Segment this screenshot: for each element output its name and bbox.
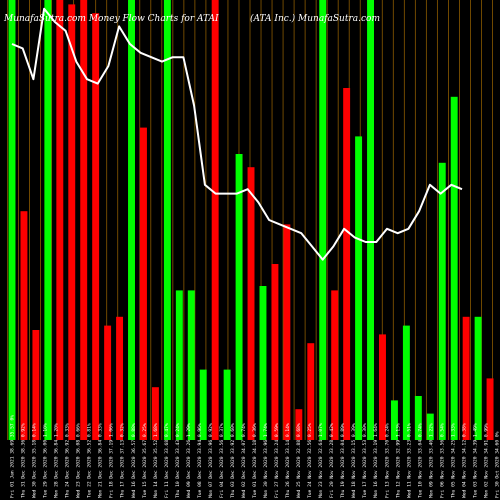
x-tick-label: Wed 09 Dec 2020 33.26 1.29%: [186, 423, 192, 498]
x-tick-label: Mon 21 Dec 2020 36.84 0.33%: [98, 423, 104, 498]
x-tick-label: Fri 20 Nov 2020 33.28 0.42%: [329, 423, 335, 498]
bar-down: [379, 334, 386, 440]
x-tick-label: Fri 01 Jan 2021 38.69 35.57 0%: [10, 415, 16, 498]
x-tick-label: Fri 27 Nov 2020 33.24 0.59%: [274, 423, 280, 498]
x-tick-label: Thu 05 Nov 2020 34.25 1.33%: [450, 423, 456, 498]
bar-up: [235, 154, 243, 440]
x-tick-label: Tue 01 Dec 2020 34.18 0.36%: [252, 423, 258, 498]
x-tick-label: Mon 16 Nov 2020 33.19 1.64%: [373, 423, 379, 498]
x-tick-label: Mon 23 Nov 2020 32.64 1.07%: [318, 423, 324, 498]
bar-up: [259, 286, 267, 440]
x-tick-label: Thu 17 Dec 2020 37.13 0.32%: [120, 423, 126, 498]
bar-up: [319, 0, 327, 440]
bar-down: [92, 13, 100, 440]
chart-title-left: MunafaSutra.com Money Flow Charts for AT…: [3, 14, 219, 24]
bar-series: [8, 0, 494, 441]
x-tick-label: Mon 28 Dec 2020 36.84 1.20%: [54, 423, 60, 498]
bar-down: [151, 387, 159, 440]
x-tick-label: Tue 17 Nov 2020 33.53 0.30%: [362, 423, 368, 498]
line-series: [11, 7, 463, 261]
x-tick-label: Wed 16 Dec 2020 36.57 0.88%: [131, 423, 137, 498]
x-tick-label: Thu 10 Dec 2020 33.43 0.24%: [175, 423, 181, 498]
bar-up: [450, 96, 458, 441]
x-tick-label: Fri 13 Nov 2020 33.70 0.24%: [384, 423, 390, 498]
bar-up: [44, 0, 52, 440]
x-tick-label: Thu 26 Nov 2020 33.14 0.14%: [285, 423, 291, 498]
bar-down: [211, 0, 219, 440]
bar-down: [271, 264, 279, 440]
x-tick-label: Tue 29 Dec 2020 36.00 1.10%: [43, 423, 49, 498]
x-tick-label: Wed 04 Nov 2020 34.12 0.38%: [461, 423, 467, 498]
bar-up: [390, 400, 398, 440]
bar-up: [355, 136, 363, 440]
x-tick-label: Mon 07 Dec 2020 33.96 0.92%: [208, 423, 214, 498]
bar-down: [32, 330, 40, 440]
bar-down: [68, 4, 76, 441]
x-tick-label: Fri 11 Dec 2020 33.68 0.47%: [164, 423, 170, 498]
bar-down: [486, 378, 494, 440]
x-tick-label: Wed 30 Dec 2020 35.18 0.14%: [32, 423, 38, 498]
bar-up: [128, 0, 135, 440]
money-flow-line: [11, 7, 463, 261]
x-tick-label: Tue 03 Nov 2020 34.39 1.49%: [472, 423, 478, 498]
bar-down: [104, 325, 112, 440]
x-tick-label: Thu 31 Dec 2020 38.36 0.92%: [21, 423, 27, 498]
chart-title-right: (ATA Inc.) MunafaSutra.com: [250, 13, 380, 24]
bar-down: [116, 316, 124, 440]
bar-up: [163, 0, 171, 440]
bar-down: [331, 290, 339, 440]
x-tick-label: Tue 08 Dec 2020 33.94 0.96%: [197, 423, 203, 498]
x-tick-labels: Fri 01 Jan 2021 38.69 35.57 0% Thu 31 Dec…: [10, 415, 500, 498]
x-tick-label: Mon 30 Nov 2020 33.96 1.74%: [263, 423, 269, 498]
bar-down: [343, 88, 351, 440]
bar-down: [20, 211, 28, 440]
x-tick-label: Fri 18 Dec 2020 37.19 1.06%: [109, 423, 115, 498]
x-tick-label: Fri 04 Dec 2020 33.56 0.37%: [219, 423, 225, 498]
x-tick-label: Thu 19 Nov 2020 33.04 0.89%: [340, 423, 346, 498]
bar-down: [80, 0, 88, 440]
bar-down: [56, 0, 64, 440]
x-tick-label: Wed 11 Nov 2020 33.23 0.51%: [406, 423, 412, 498]
x-tick-label: Thu 03 Dec 2020 33.92 0.60%: [230, 423, 236, 498]
x-tick-label: Tue 15 Dec 2020 35.67 0.25%: [142, 423, 148, 498]
x-tick-label: Tue 24 Nov 2020 32.56 0.25%: [307, 423, 313, 498]
x-tick-label: Mon 02 Nov 2020 34.91 0.99%: [484, 423, 490, 498]
x-tick-label: Fri 30 Oct 2020 34.60 0%: [495, 431, 500, 498]
x-tick-label: Wed 25 Nov 2020 32.88 0.68%: [296, 423, 302, 498]
bar-down: [295, 409, 303, 440]
x-tick-label: Wed 18 Nov 2020 33.15 0.39%: [351, 423, 357, 498]
x-tick-label: Mon 09 Nov 2020 33.40 1.22%: [428, 423, 434, 498]
bar-down: [283, 224, 291, 440]
x-tick-label: Tue 22 Dec 2020 36.52 0.81%: [87, 423, 93, 498]
bar-down: [139, 127, 147, 440]
bar-up: [175, 290, 183, 440]
bar-down: [307, 343, 315, 440]
x-tick-label: Fri 06 Nov 2020 33.56 0.54%: [439, 423, 445, 498]
bar-down: [462, 316, 470, 440]
bar-down: [247, 167, 255, 440]
bar-up: [438, 162, 446, 441]
bar-up: [426, 413, 434, 440]
x-tick-label: Wed 23 Dec 2020 36.08 0.66%: [76, 423, 82, 498]
bar-up: [402, 325, 410, 440]
x-tick-label: Mon 14 Dec 2020 35.52 1.68%: [153, 423, 159, 498]
bar-up: [414, 396, 422, 440]
bar-up: [367, 0, 375, 440]
x-tick-label: Thu 12 Nov 2020 32.99 1.13%: [395, 423, 401, 498]
bar-up: [223, 369, 231, 440]
bar-up: [199, 369, 207, 440]
x-tick-label: Wed 02 Dec 2020 34.07 0.74%: [241, 423, 247, 498]
x-tick-label: Thu 24 Dec 2020 36.92 0.33%: [65, 423, 71, 498]
bar-up: [187, 290, 195, 440]
x-tick-label: Tue 10 Nov 2020 33.04 0.74%: [417, 423, 423, 498]
bar-up: [8, 0, 16, 440]
bar-up: [474, 316, 482, 440]
